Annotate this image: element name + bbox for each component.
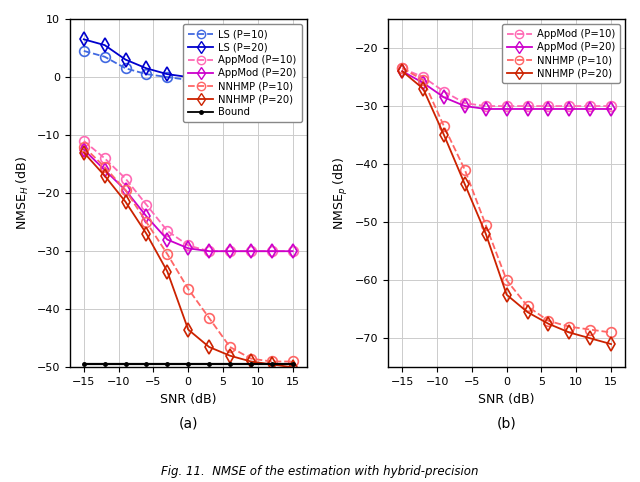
Y-axis label: NMSE$_{H}$ (dB): NMSE$_{H}$ (dB) [15, 156, 31, 230]
X-axis label: SNR (dB): SNR (dB) [160, 392, 216, 405]
X-axis label: SNR (dB): SNR (dB) [479, 392, 535, 405]
Legend: LS (P=10), LS (P=20), AppMod (P=10), AppMod (P=20), NNHMP (P=10), NNHMP (P=20), : LS (P=10), LS (P=20), AppMod (P=10), App… [183, 24, 301, 122]
Legend: AppMod (P=10), AppMod (P=20), NNHMP (P=10), NNHMP (P=20): AppMod (P=10), AppMod (P=20), NNHMP (P=1… [502, 24, 620, 83]
Text: Fig. 11.  NMSE of the estimation with hybrid-precision: Fig. 11. NMSE of the estimation with hyb… [161, 465, 479, 478]
Y-axis label: NMSE$_{p}$ (dB): NMSE$_{p}$ (dB) [332, 157, 349, 230]
Text: (b): (b) [497, 416, 516, 430]
Text: (a): (a) [179, 416, 198, 430]
